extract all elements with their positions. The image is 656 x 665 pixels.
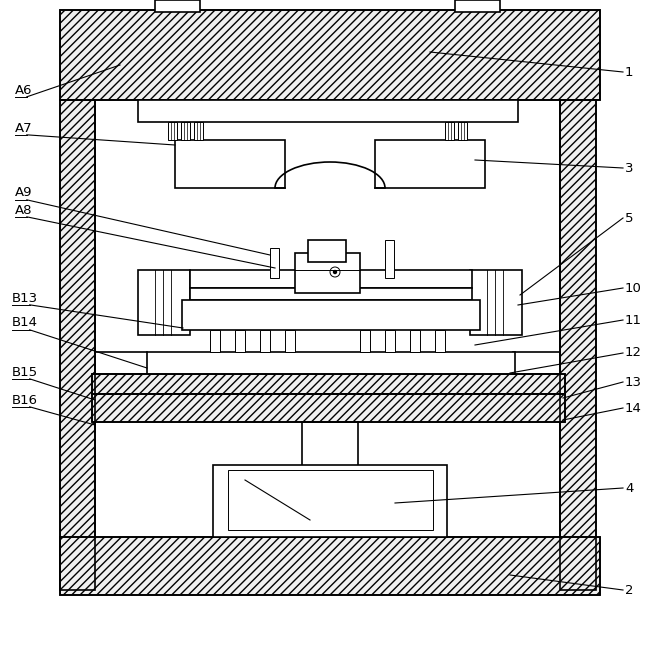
Bar <box>190 288 472 300</box>
Text: B13: B13 <box>12 291 38 305</box>
Bar <box>445 122 454 140</box>
Bar <box>181 122 190 140</box>
Bar <box>213 465 447 537</box>
Text: A6: A6 <box>15 84 33 96</box>
Bar <box>360 330 370 352</box>
Bar <box>138 270 190 335</box>
Bar <box>295 253 360 293</box>
Text: A8: A8 <box>15 203 33 217</box>
Bar <box>60 10 600 100</box>
Bar <box>260 330 270 352</box>
Bar <box>375 140 485 188</box>
Bar <box>92 374 565 394</box>
Bar <box>155 0 200 12</box>
Bar <box>60 537 600 595</box>
Bar <box>138 100 518 122</box>
Bar <box>458 122 467 140</box>
Bar <box>182 300 480 330</box>
Bar <box>455 0 500 12</box>
Circle shape <box>333 271 337 273</box>
Text: 3: 3 <box>625 162 634 174</box>
Text: 5: 5 <box>625 211 634 225</box>
Bar <box>60 537 600 595</box>
Bar <box>560 100 596 590</box>
Bar <box>190 270 472 288</box>
Bar <box>60 100 95 590</box>
Bar <box>385 240 394 278</box>
Bar <box>410 330 420 352</box>
Text: B16: B16 <box>12 394 38 406</box>
Bar <box>228 470 433 530</box>
Bar <box>235 330 245 352</box>
Bar <box>175 140 285 188</box>
Text: 2: 2 <box>625 583 634 597</box>
Circle shape <box>330 267 340 277</box>
Text: 14: 14 <box>625 402 642 414</box>
Bar <box>168 122 177 140</box>
Bar <box>60 10 600 100</box>
Text: B14: B14 <box>12 317 38 329</box>
Text: 4: 4 <box>625 481 634 495</box>
Text: 10: 10 <box>625 281 642 295</box>
Bar <box>147 352 515 374</box>
Bar <box>92 394 565 422</box>
Text: A9: A9 <box>15 186 33 200</box>
Bar <box>285 330 295 352</box>
Text: 13: 13 <box>625 376 642 388</box>
Bar <box>210 330 220 352</box>
Bar <box>385 330 395 352</box>
Text: 12: 12 <box>625 346 642 360</box>
Bar <box>308 240 346 262</box>
Text: B15: B15 <box>12 366 38 378</box>
Bar <box>560 100 596 590</box>
Bar <box>435 330 445 352</box>
Text: 1: 1 <box>625 65 634 78</box>
Text: A7: A7 <box>15 122 33 134</box>
Bar <box>60 100 95 590</box>
Bar <box>470 270 522 335</box>
Text: 11: 11 <box>625 313 642 327</box>
Bar <box>270 248 279 278</box>
Bar <box>92 394 565 422</box>
Bar <box>92 374 565 394</box>
Bar <box>194 122 203 140</box>
